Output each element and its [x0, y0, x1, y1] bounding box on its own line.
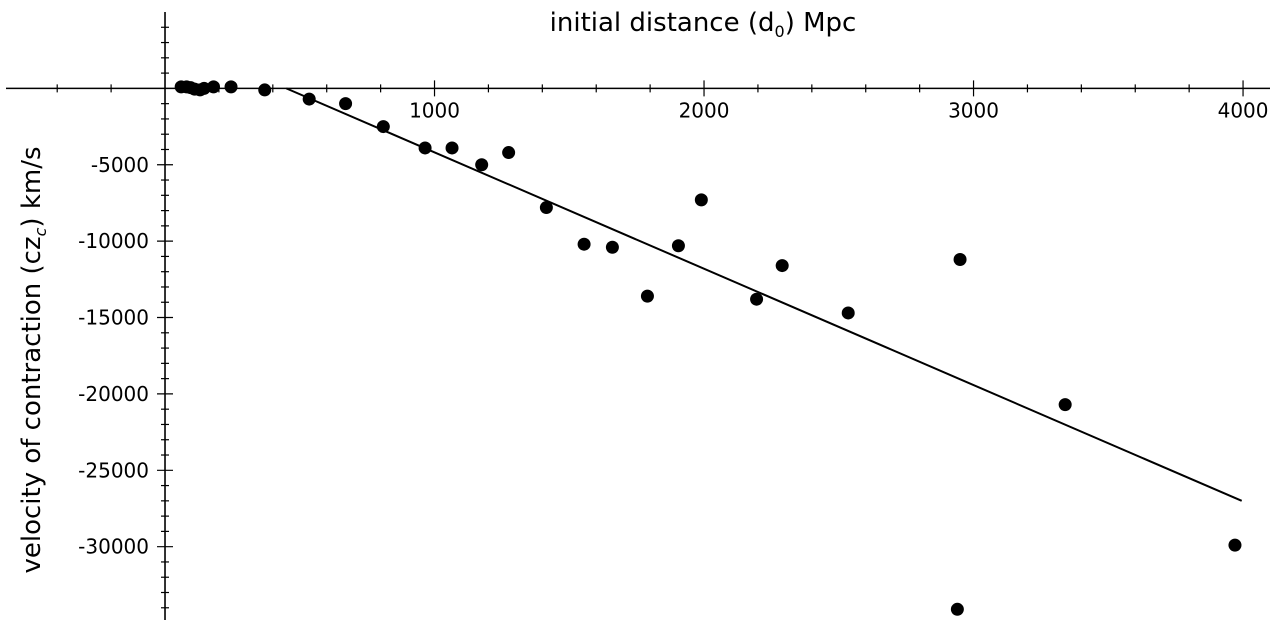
x-axis-title-main: initial distance (d — [550, 8, 775, 38]
data-point — [750, 292, 764, 306]
y-tick-label: -30000 — [78, 535, 149, 559]
data-point — [339, 97, 353, 111]
y-tick-label: -5000 — [91, 153, 149, 177]
data-point — [207, 80, 221, 94]
data-point — [502, 146, 516, 160]
y-tick-label: -15000 — [78, 306, 149, 330]
y-ticks: -5000 -10000 -15000 -20000 -25000 -30000 — [78, 26, 174, 609]
data-point — [1228, 538, 1242, 552]
x-ticks: 1000 2000 3000 4000 — [56, 80, 1269, 122]
data-point — [640, 289, 654, 303]
data-point — [445, 141, 459, 155]
x-axis-title: initial distance (d0) Mpc — [550, 8, 857, 41]
x-tick-label: 4000 — [1218, 98, 1269, 122]
axes: 1000 2000 3000 4000 -5000 -10000 -15000 -20000… — [6, 12, 1270, 620]
data-point — [539, 201, 553, 215]
y-tick-label: -10000 — [78, 229, 149, 253]
fit-line-group — [285, 87, 1243, 502]
data-point — [224, 80, 238, 94]
x-tick-label: 3000 — [948, 98, 999, 122]
data-point — [953, 252, 967, 266]
y-tick-label: -25000 — [78, 458, 149, 482]
data-point — [1058, 398, 1072, 412]
x-tick-label: 2000 — [679, 98, 730, 122]
y-axis-title-tail: ) km/s — [17, 146, 47, 227]
y-tick-label: -20000 — [78, 382, 149, 406]
data-point — [841, 306, 855, 320]
fit-line — [285, 87, 1243, 502]
data-point — [577, 237, 591, 251]
data-point — [302, 92, 316, 106]
data-point — [605, 240, 619, 254]
data-point — [671, 239, 685, 253]
x-axis-title-sub: 0 — [775, 22, 785, 41]
data-points — [174, 80, 1242, 616]
x-tick-label: 1000 — [409, 98, 460, 122]
data-point — [694, 193, 708, 207]
data-point — [258, 83, 272, 97]
data-point — [475, 158, 489, 172]
y-axis-title-sub: c — [31, 227, 50, 236]
data-point — [418, 141, 432, 155]
y-axis-title: velocity of contraction (czc) km/s — [17, 146, 50, 573]
data-point — [775, 259, 789, 273]
data-point — [950, 602, 964, 616]
y-axis-title-main: velocity of contraction (cz — [17, 236, 47, 573]
data-point — [376, 120, 390, 134]
x-axis-title-tail: ) Mpc — [785, 8, 857, 38]
